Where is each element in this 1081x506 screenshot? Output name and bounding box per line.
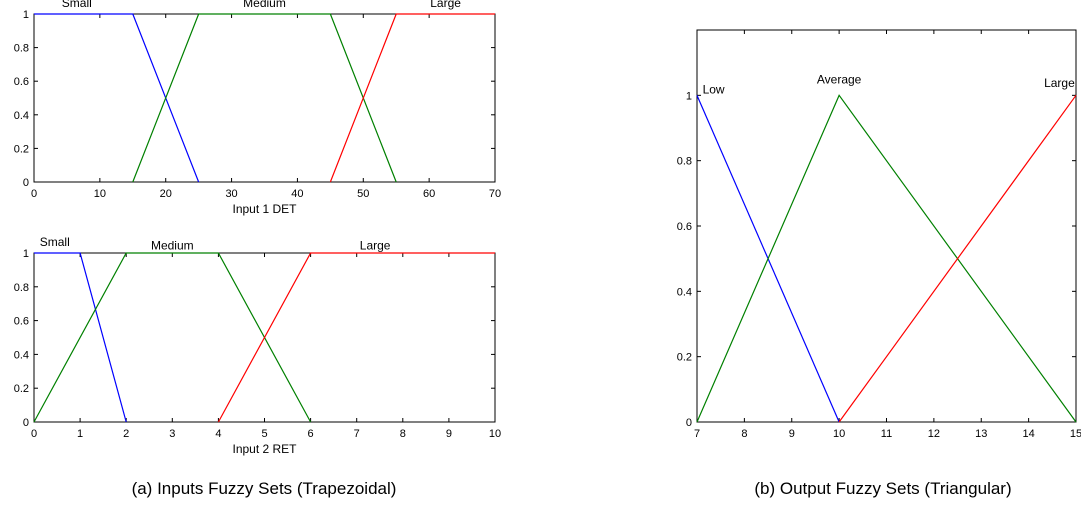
y-tick-label: 0.8 <box>14 43 29 55</box>
x-tick-label: 10 <box>489 428 501 440</box>
x-tick-label: 11 <box>881 428 892 440</box>
x-tick-label: 2 <box>123 428 129 440</box>
x-tick-label: 13 <box>975 428 987 440</box>
y-tick-label: 0.2 <box>677 352 692 364</box>
y-tick-label: 0.8 <box>677 156 692 168</box>
caption-inputs: (a) Inputs Fuzzy Sets (Trapezoidal) <box>132 479 397 498</box>
x-tick-label: 7 <box>354 428 360 440</box>
x-tick-label: 30 <box>225 188 237 200</box>
y-tick-label: 1 <box>23 9 29 21</box>
x-tick-label: 50 <box>357 188 369 200</box>
series-line-large <box>329 13 495 183</box>
y-tick-label: 0.2 <box>14 143 29 155</box>
chart-2: 0 1 2 3 4 5 6 7 8 9 10 0 0.2 0.4 0.6 0.8 1 Input 2 RET Sma… <box>14 235 501 456</box>
x-tick-label: 15 <box>1070 428 1081 440</box>
series-line-medium <box>33 252 312 423</box>
chart-3: 7 8 9 10 11 12 13 14 15 0 0.2 0.4 0.6 0.8 1 Low Average L… <box>677 29 1081 440</box>
y-tick-label: 0.6 <box>14 76 29 88</box>
set-label-large: Large <box>430 0 461 10</box>
series-line-small <box>34 13 200 183</box>
x-axis-label: Input 2 RET <box>232 442 297 456</box>
series-line-large <box>838 94 1077 423</box>
set-label-medium: Medium <box>151 238 194 252</box>
x-tick-label: 40 <box>291 188 303 200</box>
series-line-medium <box>132 13 397 183</box>
x-tick-label: 4 <box>215 428 221 440</box>
x-tick-label: 20 <box>160 188 172 200</box>
y-tick-label: 0.4 <box>14 110 29 122</box>
x-tick-label: 9 <box>446 428 452 440</box>
x-tick-label: 3 <box>169 428 175 440</box>
plot-frame <box>33 13 496 183</box>
y-tick-label: 0.4 <box>14 349 29 361</box>
x-tick-label: 70 <box>489 188 501 200</box>
y-tick-label: 1 <box>686 90 692 102</box>
x-tick-label: 0 <box>31 428 37 440</box>
y-tick-label: 0.6 <box>677 221 692 233</box>
set-label-large: Large <box>1044 76 1075 90</box>
x-tick-label: 5 <box>261 428 267 440</box>
x-tick-label: 0 <box>31 188 37 200</box>
x-tick-label: 12 <box>928 428 940 440</box>
x-tick-label: 8 <box>741 428 747 440</box>
x-tick-label: 60 <box>423 188 435 200</box>
x-tick-label: 8 <box>400 428 406 440</box>
set-label-low: Low <box>703 82 725 96</box>
set-label-average: Average <box>817 73 862 87</box>
series-line-large <box>217 252 495 423</box>
y-tick-label: 1 <box>23 248 29 260</box>
chart-1: 0 10 20 30 40 50 60 70 0 0.2 0.4 0.6 0.8 1 Input 1 DET… <box>14 0 501 216</box>
x-axis-label: Input 1 DET <box>232 202 297 216</box>
y-tick-label: 0.6 <box>14 316 29 328</box>
set-label-small: Small <box>62 0 92 10</box>
y-tick-label: 0.8 <box>14 282 29 294</box>
x-tick-label: 7 <box>694 428 700 440</box>
x-tick-label: 1 <box>77 428 83 440</box>
x-tick-label: 10 <box>833 428 845 440</box>
y-tick-label: 0 <box>686 417 692 429</box>
y-tick-label: 0.2 <box>14 383 29 395</box>
x-tick-label: 10 <box>94 188 106 200</box>
series-line-average <box>696 94 1077 423</box>
set-label-large: Large <box>360 238 391 252</box>
y-tick-label: 0 <box>23 417 29 429</box>
x-tick-label: 9 <box>789 428 795 440</box>
set-label-small: Small <box>40 235 70 249</box>
caption-output: (b) Output Fuzzy Sets (Triangular) <box>754 479 1011 498</box>
y-tick-label: 0.4 <box>677 286 692 298</box>
set-label-medium: Medium <box>243 0 286 10</box>
x-tick-label: 6 <box>308 428 314 440</box>
series-line-small <box>34 252 127 423</box>
x-tick-label: 14 <box>1023 428 1035 440</box>
y-tick-label: 0 <box>23 177 29 189</box>
